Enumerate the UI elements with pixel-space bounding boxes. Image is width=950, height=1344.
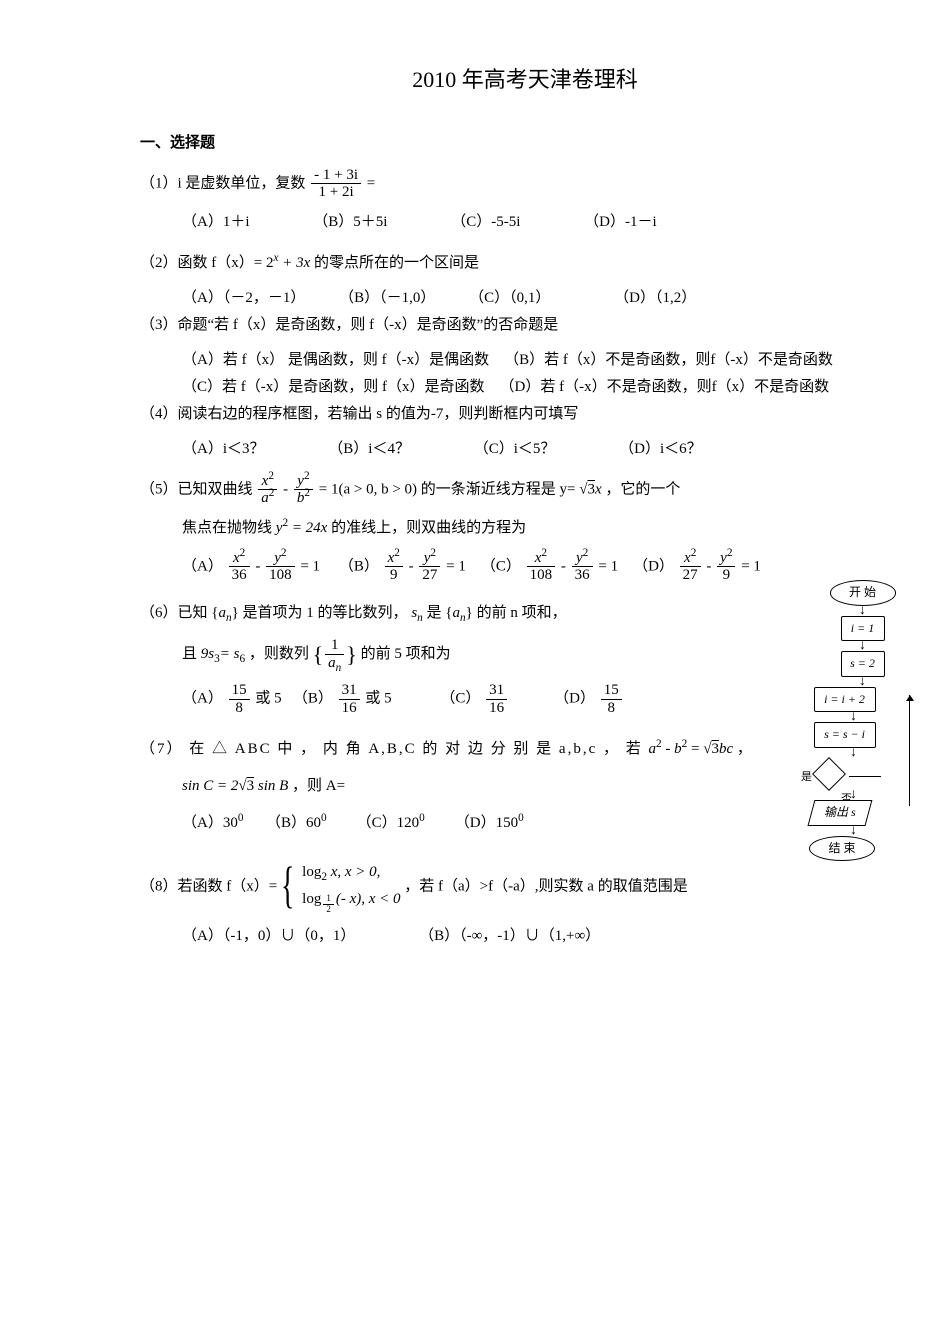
- flow-decision: [812, 757, 846, 791]
- q7-opt-c: （C）: [357, 815, 397, 831]
- q6-opt-a-label: （A）: [182, 691, 223, 707]
- q5-mid: 的一条渐近线方程是 y=: [421, 481, 576, 497]
- flow-yes-label: 是: [801, 768, 812, 788]
- q3-opt-d: （D）若 f（-x）不是奇函数，则f（x）不是奇函数: [500, 379, 830, 395]
- flow-start: 开 始: [830, 580, 896, 606]
- q6-opt-c-label: （C）: [440, 691, 480, 707]
- q3-opt-b: （B）若 f（x）不是奇函数，则f（-x）不是奇函数: [504, 352, 833, 368]
- question-8: （8）若函数 f（x）= { log2 x, x > 0, log12(- x)…: [140, 859, 910, 915]
- q3-line-cd: （C）若 f（-x）是奇函数，则 f（x）是奇函数 （D）若 f（-x）不是奇函…: [140, 374, 910, 401]
- arrow-down-icon: [787, 746, 920, 760]
- q7-opt-d: （D）: [455, 815, 496, 831]
- q4-opt-a: （A）i＜3？: [182, 436, 265, 463]
- q8-stem-pre: （8）若函数 f（x）=: [140, 879, 277, 895]
- q7-line2-post: ，则 A=: [292, 778, 345, 794]
- question-3: （3）命题“若 f（x）是奇函数，则 f（-x）是奇函数”的否命题是: [140, 312, 910, 339]
- q4-options: （A）i＜3？ （B）i＜4？ （C）i＜5？ （D）i＜6？: [140, 436, 910, 463]
- q6-opt-d-label: （D）: [554, 691, 595, 707]
- flow-box-s-dec: s = s − i: [814, 722, 876, 748]
- q5-sqrt: 3: [588, 481, 596, 497]
- flow-box-i-inc: i = i + 2: [814, 687, 876, 713]
- q5-opt-d-label: （D）: [633, 558, 674, 574]
- q6-mid3: 的前 n 项和，: [477, 605, 567, 621]
- brace-icon: {: [281, 862, 294, 912]
- q6-stem-pre: （6）已知: [140, 605, 208, 621]
- q5-opt-b-label: （B）: [339, 558, 379, 574]
- q4-opt-d: （D）i＜6？: [619, 436, 702, 463]
- q2-stem-pre: （2）函数 f（x）=: [140, 255, 262, 271]
- q2-opt-b: （B）（－1,0）: [339, 285, 435, 312]
- q2-expr: 2x + 3x: [266, 255, 310, 271]
- arrow-down-icon: [787, 824, 920, 838]
- question-4: （4）阅读右边的程序框图，若输出 s 的值为-7，则判断框内可填写: [140, 401, 910, 428]
- q5-sqrt-tail: x: [595, 481, 602, 497]
- q8-stem-post: ，若 f（a）>f（-a）,则实数 a 的取值范围是: [404, 879, 687, 895]
- q7-opt-b: （B）: [266, 815, 306, 831]
- q5-line2-pre: 焦点在抛物线: [182, 520, 272, 536]
- q5-frac1: x2a2: [258, 473, 277, 507]
- q1-options: （A）1＋i （B）5＋5i （C）-5-5i （D）-1－i: [140, 209, 910, 236]
- q2-stem-post: 的零点所在的一个区间是: [314, 255, 479, 271]
- q1-opt-b: （B）5＋5i: [313, 209, 387, 236]
- arrow-down-icon: [805, 604, 920, 618]
- q4-opt-c: （C）i＜5？: [474, 436, 556, 463]
- q6-line2: 且 9s3= s6 ，则数列 {1an} 的前 5 项和为: [140, 635, 910, 675]
- q6-line2-mid: ，则数列: [249, 646, 309, 662]
- flowchart: 开 始 i = 1 s = 2 i = i + 2 s = s − i 是 否 …: [805, 580, 920, 861]
- q2-opt-d: （D）（1,2）: [614, 285, 696, 312]
- q2-opt-a: （A）（－2，－1）: [182, 285, 305, 312]
- q5-line2-post: 的准线上，则双曲线的方程为: [331, 520, 526, 536]
- q5-stem-pre: （5）已知双曲线: [140, 481, 253, 497]
- q1-opt-d: （D）-1－i: [584, 209, 657, 236]
- q5-frac2: y2b2: [294, 473, 313, 507]
- q5-cond: = 1(a > 0, b > 0): [319, 481, 417, 497]
- q7-stem-pre: （7） 在 △ ABC 中 ， 内 角 A,B,C 的 对 边 分 别 是 a,…: [140, 741, 649, 757]
- q4-opt-b: （B）i＜4？: [328, 436, 410, 463]
- q1-eq: =: [367, 175, 375, 191]
- q1-opt-c: （C）-5-5i: [451, 209, 520, 236]
- question-6: （6）已知 {an} 是首项为 1 的等比数列， sn 是 {an} 的前 n …: [140, 600, 910, 627]
- q3-line-ab: （A）若 f（x） 是偶函数，则 f（-x）是偶函数 （B）若 f（x）不是奇函…: [140, 347, 910, 374]
- q6-line2-pre: 且: [182, 646, 197, 662]
- q1-stem: （1）i 是虚数单位，复数: [140, 175, 305, 191]
- q5-line2: 焦点在抛物线 y2 = 24x 的准线上，则双曲线的方程为: [140, 515, 910, 542]
- q6-mid2: 是: [427, 605, 442, 621]
- page-title: 2010 年高考天津卷理科: [140, 60, 910, 100]
- question-5: （5）已知双曲线 x2a2 - y2b2 = 1(a > 0, b > 0) 的…: [140, 473, 910, 507]
- q8-options: （A）（-1，0）∪（0，1） （B）（-∞，-1）∪（1,+∞）: [140, 923, 910, 950]
- q1-opt-a: （A）1＋i: [182, 209, 250, 236]
- q2-opt-c: （C）（0,1）: [469, 285, 550, 312]
- q7-comma: ，: [737, 741, 752, 757]
- q6-line2-post: 的前 5 项和为: [361, 646, 451, 662]
- q5-opt-a-label: （A）: [182, 558, 223, 574]
- q7-opt-a: （A）: [182, 815, 223, 831]
- q5-opt-c-label: （C）: [481, 558, 521, 574]
- question-2: （2）函数 f（x）= 2x + 3x 的零点所在的一个区间是: [140, 250, 910, 277]
- q7-line2-l: sin C = 2: [182, 778, 238, 794]
- q6-mid1: 是首项为 1 的等比数列，: [243, 605, 408, 621]
- q2-options: （A）（－2，－1） （B）（－1,0） （C）（0,1） （D）（1,2）: [140, 285, 910, 312]
- question-1: （1）i 是虚数单位，复数 - 1 + 3i 1 + 2i =: [140, 167, 910, 201]
- q6-opt-b-label: （B）: [293, 691, 333, 707]
- q1-frac-num: - 1 + 3i: [311, 167, 361, 185]
- q5-parab-r: = 24x: [292, 520, 328, 536]
- q3-opt-c: （C）若 f（-x）是奇函数，则 f（x）是奇函数: [182, 379, 485, 395]
- q8-cases: log2 x, x > 0, log12(- x), x < 0: [296, 859, 400, 915]
- arrow-down-icon: [805, 639, 920, 653]
- q8-opt-a: （A）（-1，0）∪（0，1）: [182, 928, 355, 944]
- flow-box-s2: s = 2: [841, 651, 885, 677]
- q1-fraction: - 1 + 3i 1 + 2i: [311, 167, 361, 201]
- q5-mid2: ，它的一个: [605, 481, 680, 497]
- q1-frac-den: 1 + 2i: [311, 184, 361, 201]
- flow-output: 输出 s: [808, 800, 873, 826]
- q8-opt-b: （B）（-∞，-1）∪（1,+∞）: [419, 928, 600, 944]
- flow-end: 结 束: [809, 836, 875, 862]
- q3-opt-a: （A）若 f（x） 是偶函数，则 f（-x）是偶函数: [182, 352, 489, 368]
- q5-options: （A） x236 - y2108 = 1 （B） x29 - y227 = 1 …: [140, 550, 910, 584]
- section-heading: 一、选择题: [140, 130, 910, 157]
